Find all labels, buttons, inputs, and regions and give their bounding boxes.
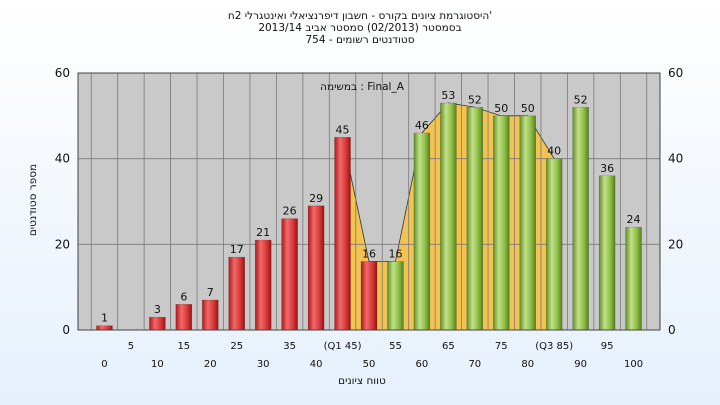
data-label: 45: [336, 123, 350, 136]
data-label: 36: [600, 162, 614, 175]
data-label: 53: [441, 89, 455, 102]
bar: [175, 304, 193, 331]
bar: [334, 137, 351, 331]
x-tick-label: 0: [101, 359, 107, 370]
data-label: 6: [180, 290, 187, 303]
x-tick-label: 100: [624, 359, 643, 370]
y-tick-label-left: 40: [55, 152, 70, 166]
data-label: 52: [574, 93, 588, 106]
x-tick-label: 10: [151, 359, 164, 370]
y-tick-label-right: 40: [668, 152, 683, 166]
data-label: 50: [494, 102, 508, 115]
y-tick-label-right: 60: [668, 66, 683, 80]
bar: [281, 218, 298, 331]
data-label: 17: [230, 243, 244, 256]
y-tick-label-left: 60: [55, 66, 70, 80]
x-tick-label: 60: [416, 359, 429, 370]
data-label: 21: [256, 226, 270, 239]
y-tick-label-right: 20: [668, 237, 683, 251]
chart-title: 'היסטוגרמת ציונים בקורס - חשבון דיפרנציא…: [227, 10, 493, 22]
chart-subtitle: בסמסטר (02/2013) סמסטר אביב 2013/14: [258, 22, 462, 34]
x-tick-label: 15: [177, 341, 190, 352]
x-tick-label: 20: [204, 359, 217, 370]
chart-annotation: במשימה : Final_A: [320, 81, 405, 93]
y-tick-label-left: 20: [55, 237, 70, 251]
data-label: 29: [309, 192, 323, 205]
bar: [493, 115, 510, 331]
bar: [519, 115, 536, 331]
bar: [413, 132, 431, 331]
x-tick-label: 35: [283, 341, 296, 352]
bar: [149, 316, 166, 331]
x-axis-title: טווח ציונים: [338, 375, 386, 387]
x-tick-label: (Q3 85): [535, 341, 573, 352]
x-tick-label: 80: [521, 359, 534, 370]
plot-frame: [77, 72, 661, 331]
data-label: 24: [627, 213, 641, 226]
data-label: 7: [207, 286, 214, 299]
x-tick-label: (Q1 45): [324, 341, 362, 352]
x-tick-label: 65: [442, 341, 455, 352]
bar: [360, 261, 378, 331]
x-tick-label: 25: [230, 341, 243, 352]
y-tick-label-left: 0: [62, 323, 70, 337]
data-label: 1: [101, 312, 108, 325]
data-label: 50: [521, 102, 535, 115]
bar: [598, 175, 616, 331]
bar: [202, 299, 219, 331]
x-tick-label: 30: [257, 359, 270, 370]
x-tick-label: 70: [468, 359, 481, 370]
bar: [387, 261, 404, 331]
data-label: 26: [283, 205, 297, 218]
bar: [572, 107, 589, 331]
bar: [466, 107, 484, 331]
bar: [96, 325, 113, 331]
data-label: 16: [388, 247, 402, 260]
data-label: 52: [468, 93, 482, 106]
y-tick-label-right: 0: [668, 323, 676, 337]
y-axis-title: מספר סטודנטים: [27, 164, 39, 236]
x-tick-label: 55: [389, 341, 402, 352]
x-tick-label: 5: [128, 341, 134, 352]
data-label: 16: [362, 247, 376, 260]
x-tick-label: 95: [601, 341, 614, 352]
bar: [625, 226, 642, 331]
chart-title-block: 'היסטוגרמת ציונים בקורס - חשבון דיפרנציא…: [0, 10, 720, 46]
chart-subtitle-students: סטודנטים רשומים - 754: [305, 34, 415, 46]
x-tick-label: 90: [574, 359, 587, 370]
x-tick-label: 40: [310, 359, 323, 370]
data-label: 40: [547, 145, 561, 158]
data-label: 3: [154, 303, 161, 316]
x-tick-label: 75: [495, 341, 508, 352]
bar: [228, 256, 245, 331]
bar: [545, 158, 563, 331]
bar: [307, 205, 325, 331]
data-label: 46: [415, 119, 429, 132]
bar: [440, 102, 457, 331]
x-tick-label: 50: [363, 359, 376, 370]
bar: [254, 239, 272, 331]
